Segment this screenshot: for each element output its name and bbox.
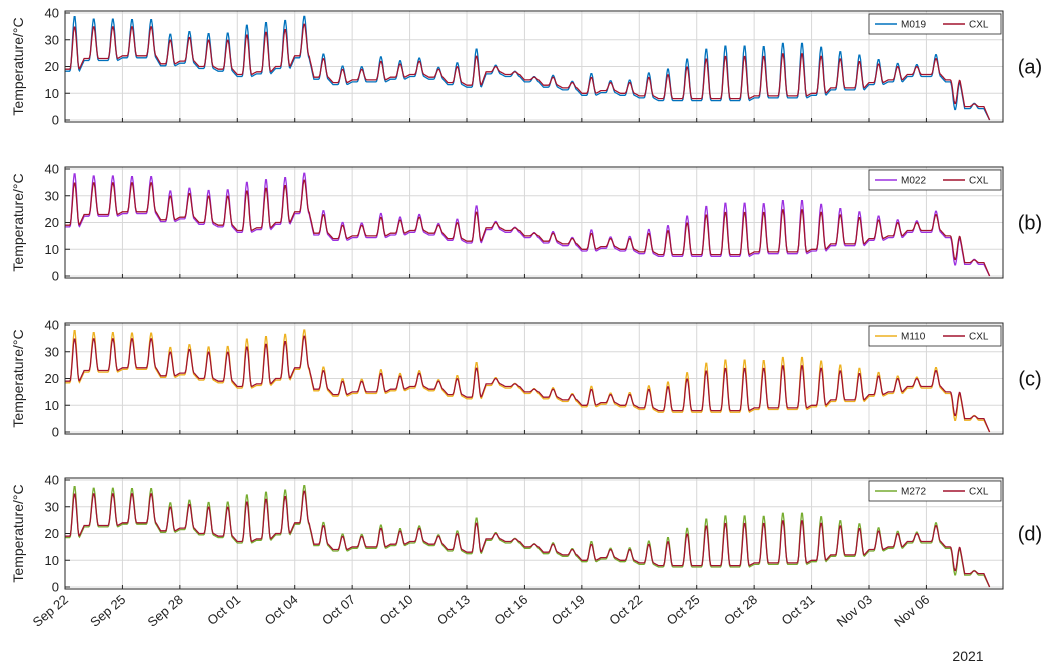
series-line-m019	[65, 15, 991, 121]
legend-label-cxl: CXL	[969, 20, 989, 31]
legend-box	[868, 169, 1002, 191]
legend-label-cxl: CXL	[969, 487, 989, 498]
panel-b: 0 10 20 30 40 Temperature/°C M022 CXL (b)	[10, 162, 1042, 284]
x-tick-label: Nov 06	[891, 592, 932, 630]
legend-box	[868, 480, 1002, 502]
y-tick-label: 0	[52, 269, 59, 284]
legend-label-m019: M019	[901, 20, 926, 31]
y-axis-label: Temperature/°C	[10, 173, 26, 271]
legend-label-m110: M110	[901, 332, 926, 343]
y-tick-label: 10	[45, 86, 59, 101]
x-tick-label: Sep 28	[145, 592, 186, 630]
y-tick-label: 30	[45, 32, 59, 47]
legend-label-m022: M022	[901, 176, 926, 187]
panel-label: (c)	[1018, 369, 1041, 391]
series-line-m022	[65, 172, 991, 277]
y-tick-label: 30	[45, 344, 59, 359]
y-tick-label: 20	[45, 526, 59, 541]
y-tick-label: 0	[52, 113, 59, 128]
y-axis-label: Temperature/°C	[10, 484, 26, 582]
x-tick-label: Oct 16	[491, 592, 530, 628]
x-tick-label: Oct 07	[319, 592, 358, 628]
y-tick-label: 30	[45, 188, 59, 203]
x-tick-label: Sep 22	[30, 592, 71, 630]
y-tick-label: 30	[45, 499, 59, 514]
legend-label-cxl: CXL	[969, 176, 989, 187]
y-tick-label: 10	[45, 398, 59, 413]
panel-label: (d)	[1018, 524, 1042, 546]
panel-label: (b)	[1018, 213, 1042, 235]
y-tick-label: 20	[45, 215, 59, 230]
series-line-cxl	[65, 490, 991, 588]
y-axis-label: Temperature/°C	[10, 17, 26, 115]
x-tick-label: Oct 04	[262, 592, 301, 628]
x-tick-labels: Sep 22 Sep 25 Sep 28 Oct 01 Oct 04 Oct 07 Oct …	[30, 592, 933, 630]
panel-a: 0 10 20 30 40 Temperature/°C M019 CXL (a)	[10, 6, 1042, 128]
x-tick-label: Oct 01	[204, 592, 243, 628]
series-line-m110	[65, 329, 991, 433]
panel-c: 0 10 20 30 40 Temperature/°C M110 CXL (c)	[10, 318, 1042, 440]
legend-box	[868, 325, 1002, 347]
y-tick-label: 40	[45, 162, 59, 177]
x-tick-label: Oct 13	[434, 592, 473, 628]
x-tick-label: Oct 28	[721, 592, 760, 628]
x-tick-label: Oct 22	[606, 592, 645, 628]
x-tick-label: Oct 31	[779, 592, 818, 628]
y-tick-label: 40	[45, 6, 59, 21]
legend-label-m272: M272	[901, 487, 926, 498]
panel-label: (a)	[1018, 57, 1042, 79]
y-tick-label: 10	[45, 242, 59, 257]
panel-d: 0 10 20 30 40 Temperature/°C M272 CXL (d)	[10, 473, 1042, 595]
x-tick-label: Oct 19	[549, 592, 588, 628]
y-tick-label: 10	[45, 553, 59, 568]
legend-box	[868, 13, 1002, 35]
series-line-cxl	[65, 179, 991, 277]
series-line-m272	[65, 484, 991, 588]
y-axis-label: Temperature/°C	[10, 329, 26, 427]
x-tick-label: Oct 10	[377, 592, 416, 628]
y-tick-label: 20	[45, 371, 59, 386]
x-tick-label: Nov 03	[834, 592, 875, 630]
series-line-cxl	[65, 335, 991, 433]
series-line-cxl	[65, 23, 991, 121]
x-tick-label: Sep 25	[87, 592, 128, 630]
year-label: 2021	[952, 648, 983, 664]
y-tick-label: 0	[52, 580, 59, 595]
y-tick-label: 0	[52, 425, 59, 440]
y-tick-label: 40	[45, 473, 59, 488]
x-tick-label: Oct 25	[664, 592, 703, 628]
y-tick-label: 40	[45, 318, 59, 333]
y-tick-label: 20	[45, 59, 59, 74]
legend-label-cxl: CXL	[969, 332, 989, 343]
